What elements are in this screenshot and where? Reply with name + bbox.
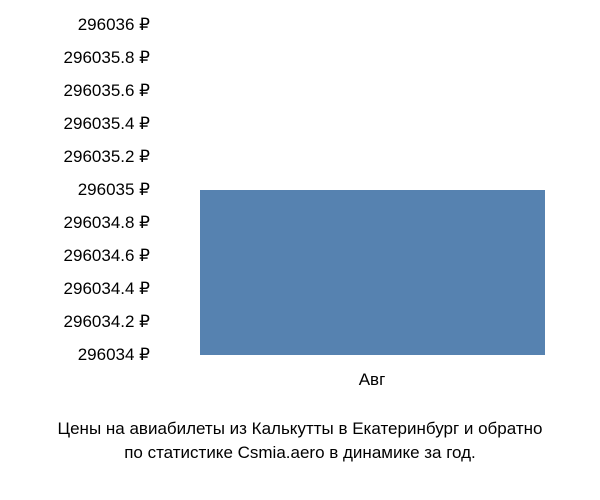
y-tick-label: 296034.2 ₽ bbox=[64, 312, 150, 332]
y-tick-label: 296035 ₽ bbox=[78, 180, 150, 200]
y-tick-label: 296034.8 ₽ bbox=[64, 213, 150, 233]
y-tick-label: 296035.8 ₽ bbox=[64, 48, 150, 68]
y-tick-label: 296034.4 ₽ bbox=[64, 279, 150, 299]
y-tick-label: 296035.4 ₽ bbox=[64, 114, 150, 134]
y-tick-label: 296036 ₽ bbox=[78, 15, 150, 35]
y-tick-label: 296034 ₽ bbox=[78, 345, 150, 365]
plot-area bbox=[160, 10, 580, 340]
chart-caption: Цены на авиабилеты из Калькутты в Екатер… bbox=[0, 417, 600, 465]
y-tick-label: 296035.6 ₽ bbox=[64, 81, 150, 101]
caption-line-2: по статистике Csmia.aero в динамике за г… bbox=[0, 441, 600, 465]
x-tick-label: Авг bbox=[359, 370, 386, 390]
price-chart: 296036 ₽ 296035.8 ₽ 296035.6 ₽ 296035.4 … bbox=[0, 0, 600, 500]
bar-aug bbox=[200, 190, 545, 355]
y-tick-label: 296034.6 ₽ bbox=[64, 246, 150, 266]
caption-line-1: Цены на авиабилеты из Калькутты в Екатер… bbox=[0, 417, 600, 441]
y-tick-label: 296035.2 ₽ bbox=[64, 147, 150, 167]
